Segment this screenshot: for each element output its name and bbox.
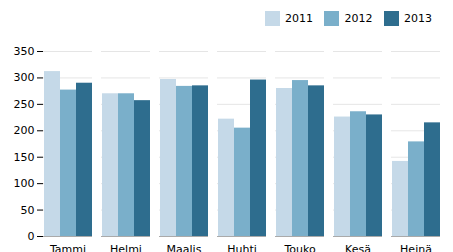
svg-text:Helmi: Helmi: [110, 243, 142, 252]
html-text:2012: 2012: [344, 12, 373, 25]
svg-text:Maalis: Maalis: [167, 243, 202, 252]
svg-text:350: 350: [14, 45, 35, 58]
svg-text:300: 300: [14, 71, 35, 84]
svg-text:Huhti: Huhti: [227, 243, 257, 252]
svg-text:Heinä: Heinä: [400, 243, 432, 252]
svg-text:150: 150: [14, 150, 35, 163]
html-text:2013: 2013: [404, 12, 432, 25]
svg-text:50: 50: [21, 203, 35, 216]
svg-text:200: 200: [14, 124, 35, 137]
svg-text:250: 250: [14, 97, 35, 110]
svg-text:Kesä: Kesä: [345, 243, 371, 252]
html-text:2011: 2011: [285, 12, 313, 25]
svg-text:100: 100: [14, 177, 35, 190]
svg-text:Tammi: Tammi: [49, 243, 86, 252]
svg-text:Touko: Touko: [283, 243, 316, 252]
svg-text:0: 0: [28, 230, 35, 243]
